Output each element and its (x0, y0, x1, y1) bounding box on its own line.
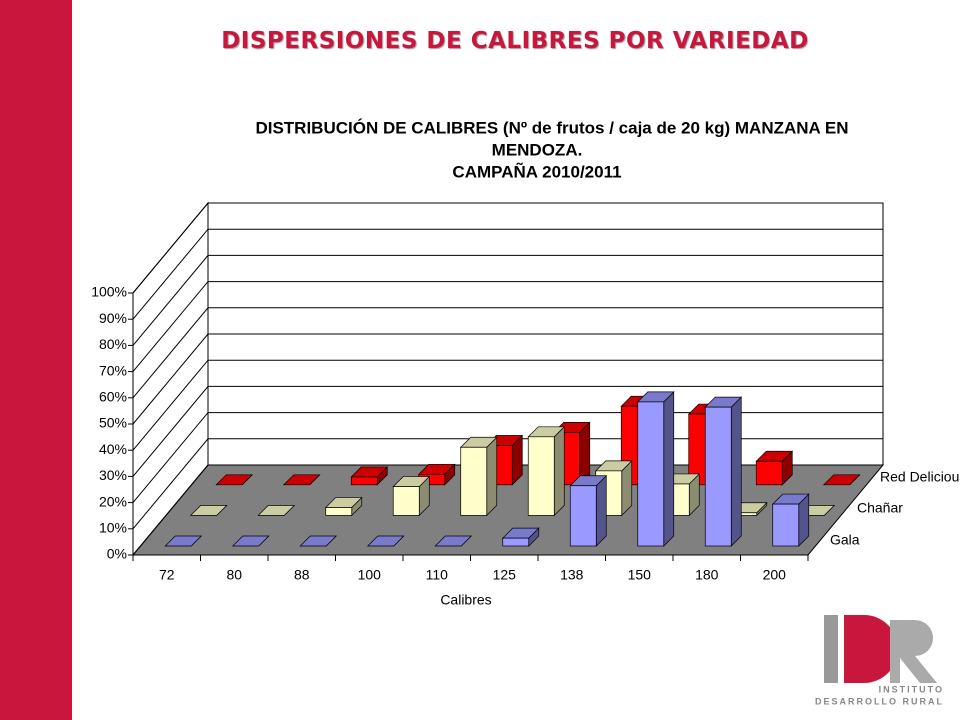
x-tick-label: 80 (226, 567, 242, 583)
grid-line (132, 307, 883, 399)
x-tick-label: 180 (695, 567, 719, 583)
x-tick-label: 125 (493, 567, 517, 583)
bar-3d (501, 527, 540, 547)
x-tick-label: 150 (628, 567, 652, 583)
bar-3d (282, 474, 321, 486)
grid-line (132, 254, 883, 346)
y-tick-label: 80% (99, 336, 127, 352)
y-tick-label: 90% (99, 310, 127, 326)
bar (392, 486, 420, 516)
bar-3d (636, 391, 675, 547)
y-tick-label: 10% (99, 520, 127, 536)
x-axis-title: Calibres (440, 592, 491, 608)
chart-title: MENDOZA. (492, 140, 583, 159)
bar (772, 503, 800, 547)
bar (350, 476, 378, 486)
grid-line (132, 202, 883, 294)
grid-line (132, 359, 883, 451)
bar-top (282, 474, 321, 486)
chart-title: CAMPAÑA 2010/2011 (452, 161, 621, 181)
bar-top (257, 505, 296, 516)
x-tick-label: 100 (358, 567, 382, 583)
bar-3d (231, 535, 270, 547)
y-tick-label: 70% (99, 362, 127, 378)
bar-3d (434, 535, 473, 547)
bar-top (366, 535, 405, 547)
bar-3d (704, 396, 743, 547)
y-tick-label: 0% (107, 546, 127, 562)
y-tick-label: 50% (99, 415, 127, 431)
grid-line (132, 281, 883, 372)
bar-3d (755, 450, 794, 486)
bar-3d (350, 466, 389, 486)
slide-title: DISPERSIONES DE CALIBRES POR VARIEDAD (221, 28, 809, 54)
bar-side (663, 391, 675, 547)
bar-top (215, 474, 254, 486)
bar-top (434, 535, 473, 547)
bar-3d (417, 463, 456, 486)
grid-line (132, 228, 883, 320)
logo-shape (890, 620, 937, 683)
bar-3d (324, 496, 363, 517)
side-band (0, 0, 72, 720)
bar (637, 401, 665, 547)
bar-side (595, 474, 607, 547)
bar-3d (257, 505, 296, 516)
grid-line (132, 385, 883, 477)
bar-top (164, 535, 203, 547)
logo-shape (824, 615, 838, 683)
y-tick-label: 60% (99, 389, 127, 405)
chart-title: DISTRIBUCIÓN DE CALIBRES (Nº de frutos /… (255, 118, 848, 137)
logo-text: DESARROLLO RURAL (815, 696, 944, 706)
logo: INSTITUTO DESARROLLO RURAL (815, 615, 944, 706)
y-tick-label: 30% (99, 467, 127, 483)
bar (527, 436, 555, 516)
bar-top (299, 535, 338, 547)
x-tick-label: 138 (560, 567, 584, 583)
bar-side (730, 396, 742, 547)
bar-top (189, 505, 228, 516)
bar (502, 537, 530, 547)
bar (325, 507, 353, 516)
grid-line (132, 333, 883, 425)
bar-3d (164, 535, 203, 547)
bar-3d (569, 474, 608, 547)
x-tick-label: 88 (294, 567, 310, 583)
legend-label: Red Delicious (880, 469, 960, 485)
bar-3d (215, 474, 254, 486)
x-tick-label: 200 (763, 567, 787, 583)
x-tick-label: 110 (426, 567, 449, 583)
bar (460, 446, 488, 516)
bar (569, 485, 597, 547)
x-tick-label: 72 (159, 567, 175, 583)
bar-3d (822, 474, 861, 486)
bar-3d (366, 535, 405, 547)
bar-top (822, 474, 861, 486)
bar (755, 460, 783, 486)
bar-3d (299, 535, 338, 547)
bar-side (553, 425, 565, 517)
logo-text: INSTITUTO (879, 684, 944, 694)
bar-side (486, 436, 498, 517)
legend-label: Chañar (857, 500, 903, 516)
bar-3d (189, 505, 228, 516)
bar-3d (771, 493, 810, 547)
y-tick-label: 100% (91, 284, 127, 300)
logo-shape (844, 615, 898, 683)
y-tick-label: 20% (99, 493, 127, 509)
bar-top (231, 535, 270, 547)
bar (704, 406, 732, 547)
legend-label: Gala (830, 532, 860, 548)
bar-3d (459, 436, 498, 517)
bar-3d (392, 475, 431, 517)
bar-3d (527, 425, 566, 517)
y-tick-label: 40% (99, 441, 127, 457)
